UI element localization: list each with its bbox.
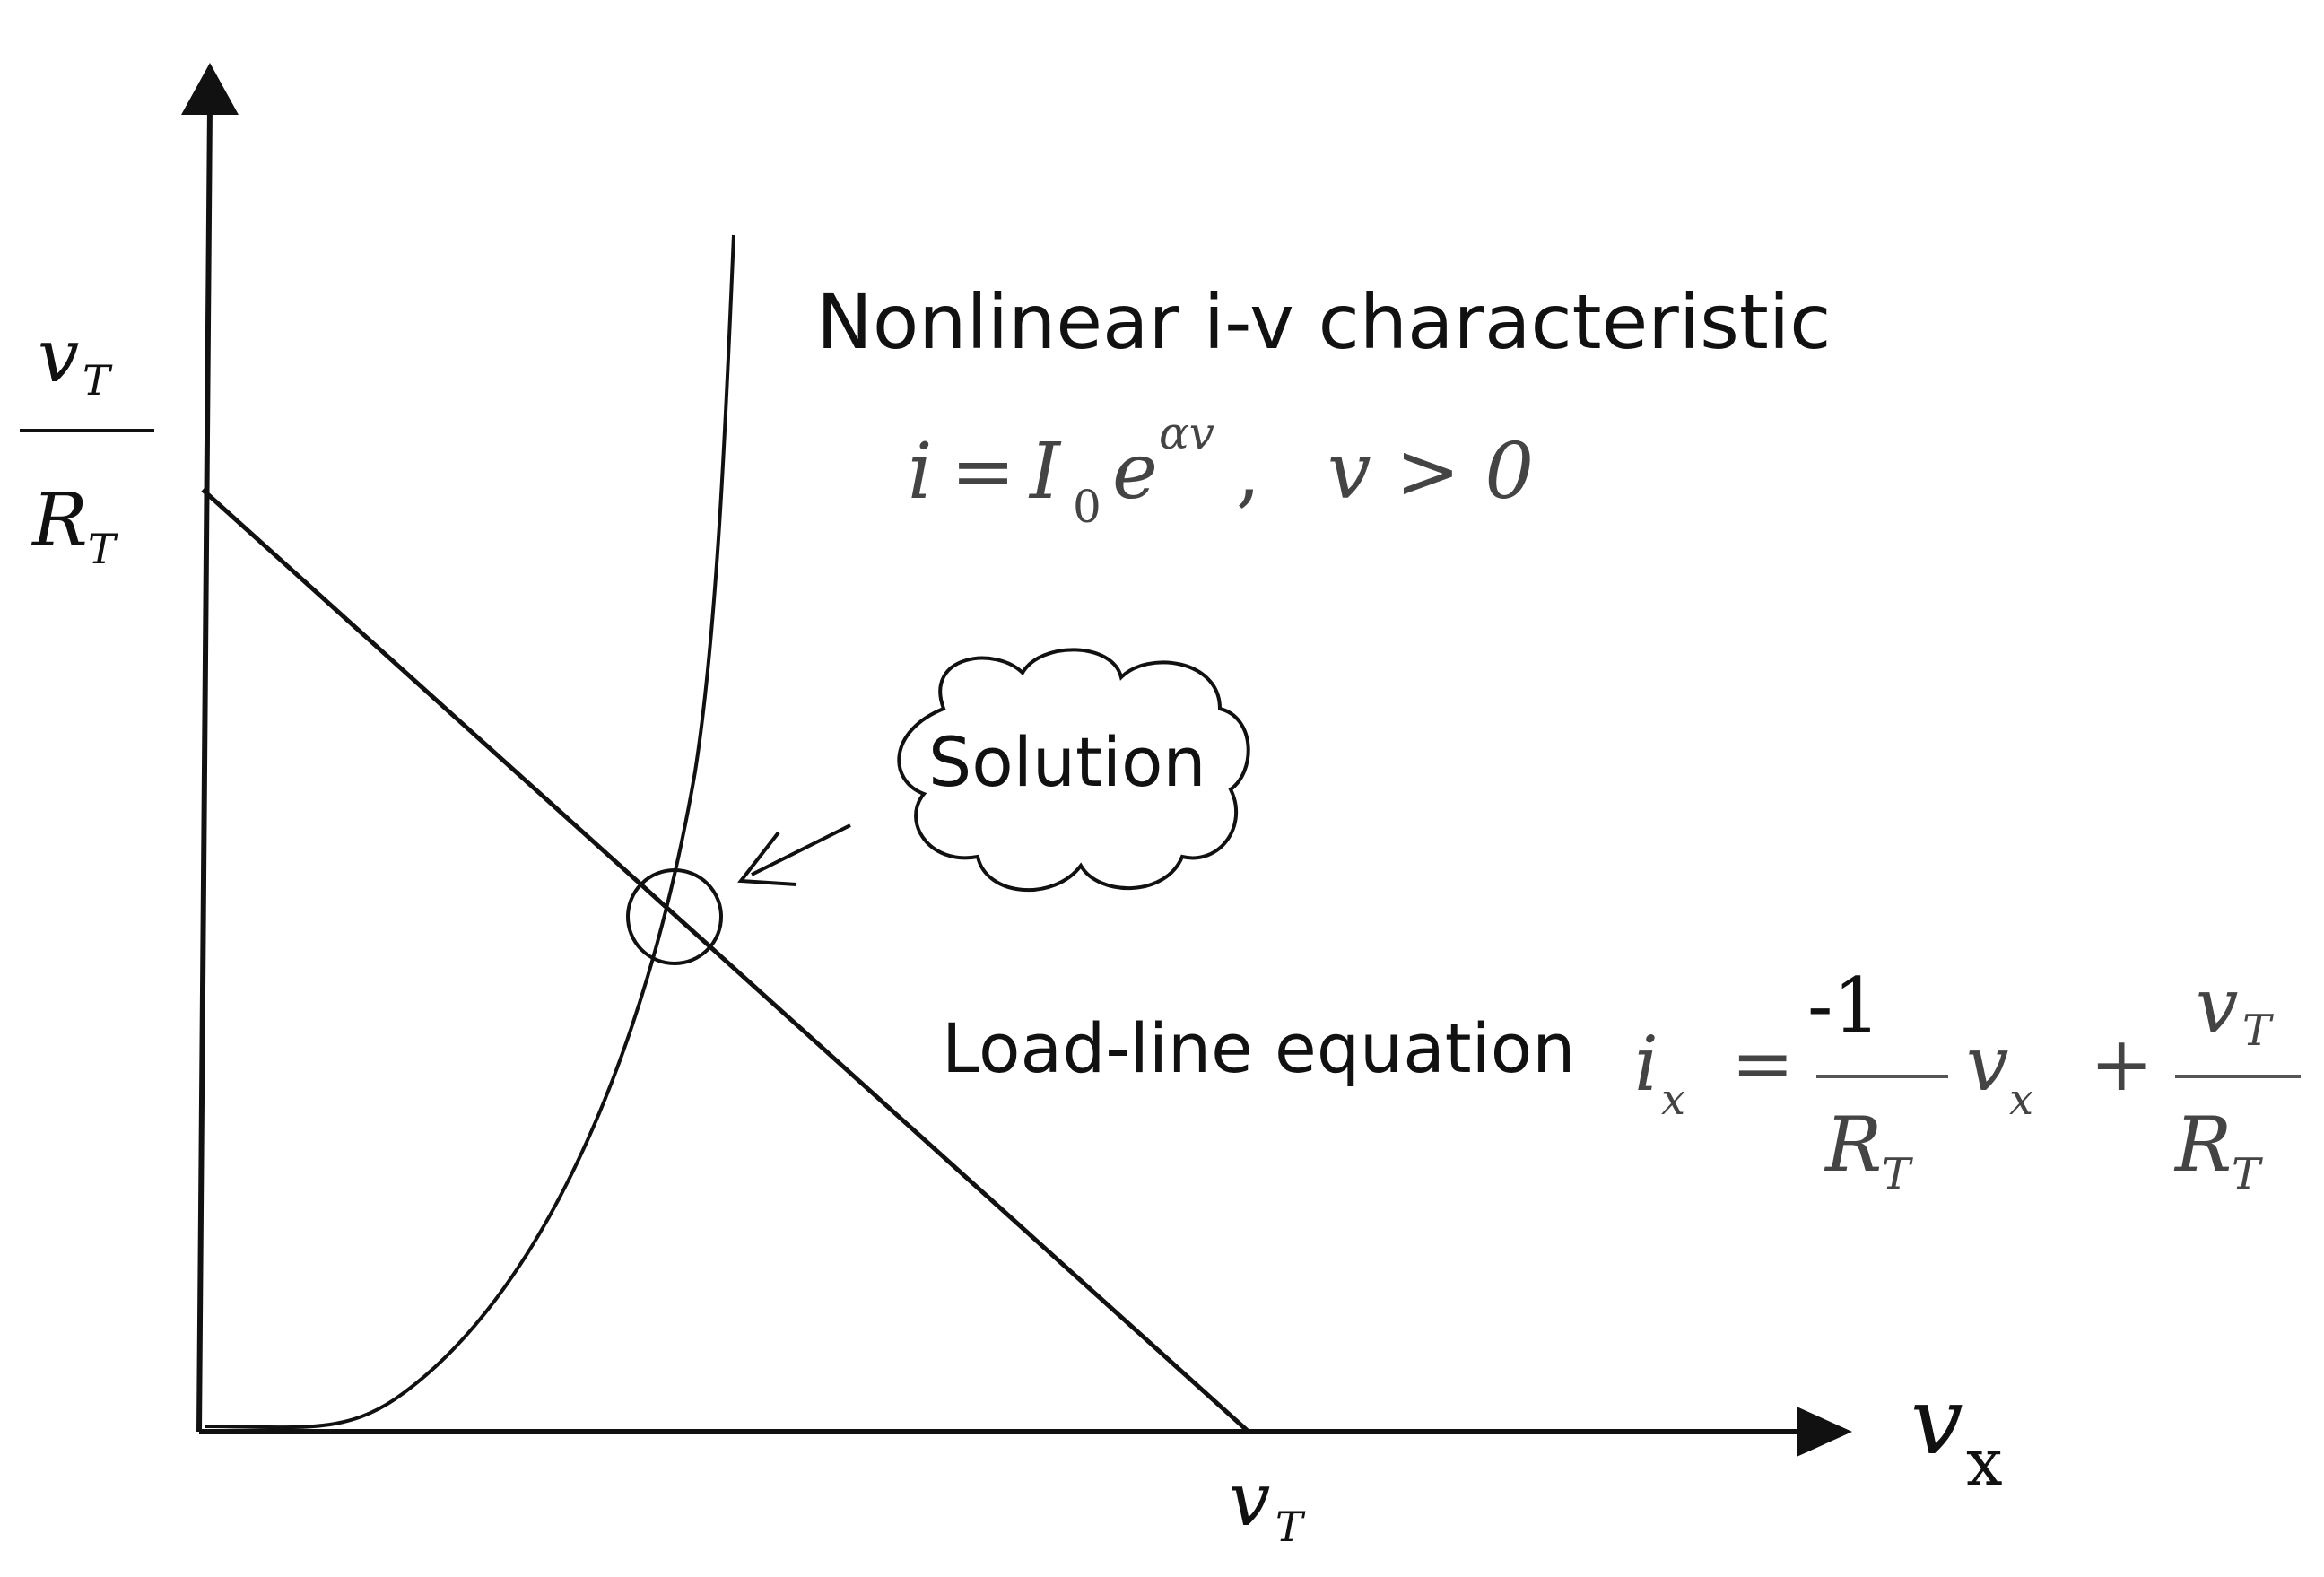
x-axis-var: v xyxy=(1911,1366,1963,1476)
load-frac2-den-sub: T xyxy=(2232,1149,2263,1199)
load-frac2-num-var: v xyxy=(2196,962,2238,1050)
y-intercept-label: v T R T xyxy=(20,314,154,573)
load-line-title: Load-line equation xyxy=(942,1008,1575,1088)
x-axis-arrowhead xyxy=(1797,1407,1852,1457)
nonlinear-exponent: αv xyxy=(1159,407,1214,459)
x-axis-label: v x xyxy=(1911,1366,2003,1500)
nonlinear-title: Nonlinear i-v characteristic xyxy=(816,278,1831,366)
nonlinear-lhs: i xyxy=(908,427,933,517)
nonlinear-iv-curve xyxy=(204,234,735,1430)
load-plus: + xyxy=(2090,1020,2153,1108)
load-lhs-sub: x xyxy=(1661,1075,1685,1125)
solution-cloud xyxy=(897,648,1250,893)
nonlinear-equals: = xyxy=(951,427,1015,517)
y-axis xyxy=(196,105,213,1433)
x-intercept-sub: T xyxy=(1275,1503,1306,1551)
load-line-equation: i x = -1 R T v x + v T R T xyxy=(1634,962,2301,1199)
x-intercept-var: v xyxy=(1229,1458,1270,1543)
solution-label: Solution xyxy=(928,722,1206,802)
solution-arrow xyxy=(751,823,851,876)
y-label-den-var: R xyxy=(30,478,88,563)
load-var: v xyxy=(1966,1020,2008,1108)
nonlinear-base: e xyxy=(1112,427,1158,517)
nonlinear-comma: , xyxy=(1236,427,1260,517)
nonlinear-condition: v > 0 xyxy=(1327,427,1534,517)
solution-arrowhead xyxy=(737,831,797,886)
load-lhs: i xyxy=(1634,1020,1658,1108)
y-label-num-var: v xyxy=(38,314,79,399)
nonlinear-equation: i = I 0 e αv , v > 0 xyxy=(908,407,1534,533)
load-frac2-num-sub: T xyxy=(2242,1006,2274,1056)
y-label-den-sub: T xyxy=(88,525,118,573)
load-frac1-den-var: R xyxy=(1824,1101,1882,1189)
load-frac2-den-var: R xyxy=(2173,1101,2232,1189)
load-frac1-num: -1 xyxy=(1807,962,1881,1050)
load-var-sub: x xyxy=(2009,1075,2033,1125)
x-intercept-label: v T xyxy=(1229,1458,1306,1551)
load-equals: = xyxy=(1731,1020,1794,1108)
solution-circle xyxy=(626,868,723,965)
load-frac1-den-sub: T xyxy=(1882,1149,1913,1199)
y-axis-arrowhead xyxy=(181,63,239,115)
nonlinear-coef-sub: 0 xyxy=(1073,481,1101,533)
load-line xyxy=(201,488,1250,1433)
x-axis-sub: x xyxy=(1966,1425,2003,1500)
y-label-num-sub: T xyxy=(83,356,113,405)
nonlinear-coef: I xyxy=(1028,427,1062,517)
